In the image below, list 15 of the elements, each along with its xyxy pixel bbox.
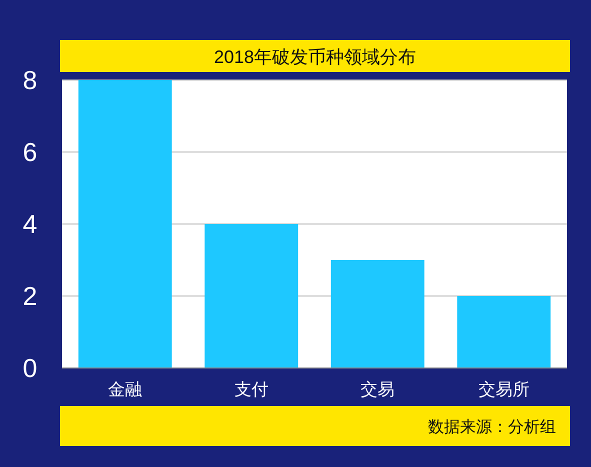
y-tick-label: 4: [22, 209, 38, 239]
y-tick-label: 2: [22, 281, 38, 311]
bar: [78, 80, 172, 368]
x-tick-label: 交易: [360, 380, 395, 399]
bar: [457, 296, 551, 368]
y-tick-label: 0: [22, 353, 38, 383]
chart-title: 2018年破发币种领域分布: [214, 47, 416, 67]
y-tick-label: 8: [22, 65, 38, 95]
y-tick-label: 6: [22, 137, 38, 167]
x-tick-label: 支付: [234, 380, 268, 399]
bar: [204, 224, 298, 368]
x-tick-label: 金融: [108, 380, 142, 399]
x-tick-label: 交易所: [478, 380, 530, 399]
bar: [330, 260, 424, 368]
source-note: 数据来源：分析组: [428, 418, 556, 436]
